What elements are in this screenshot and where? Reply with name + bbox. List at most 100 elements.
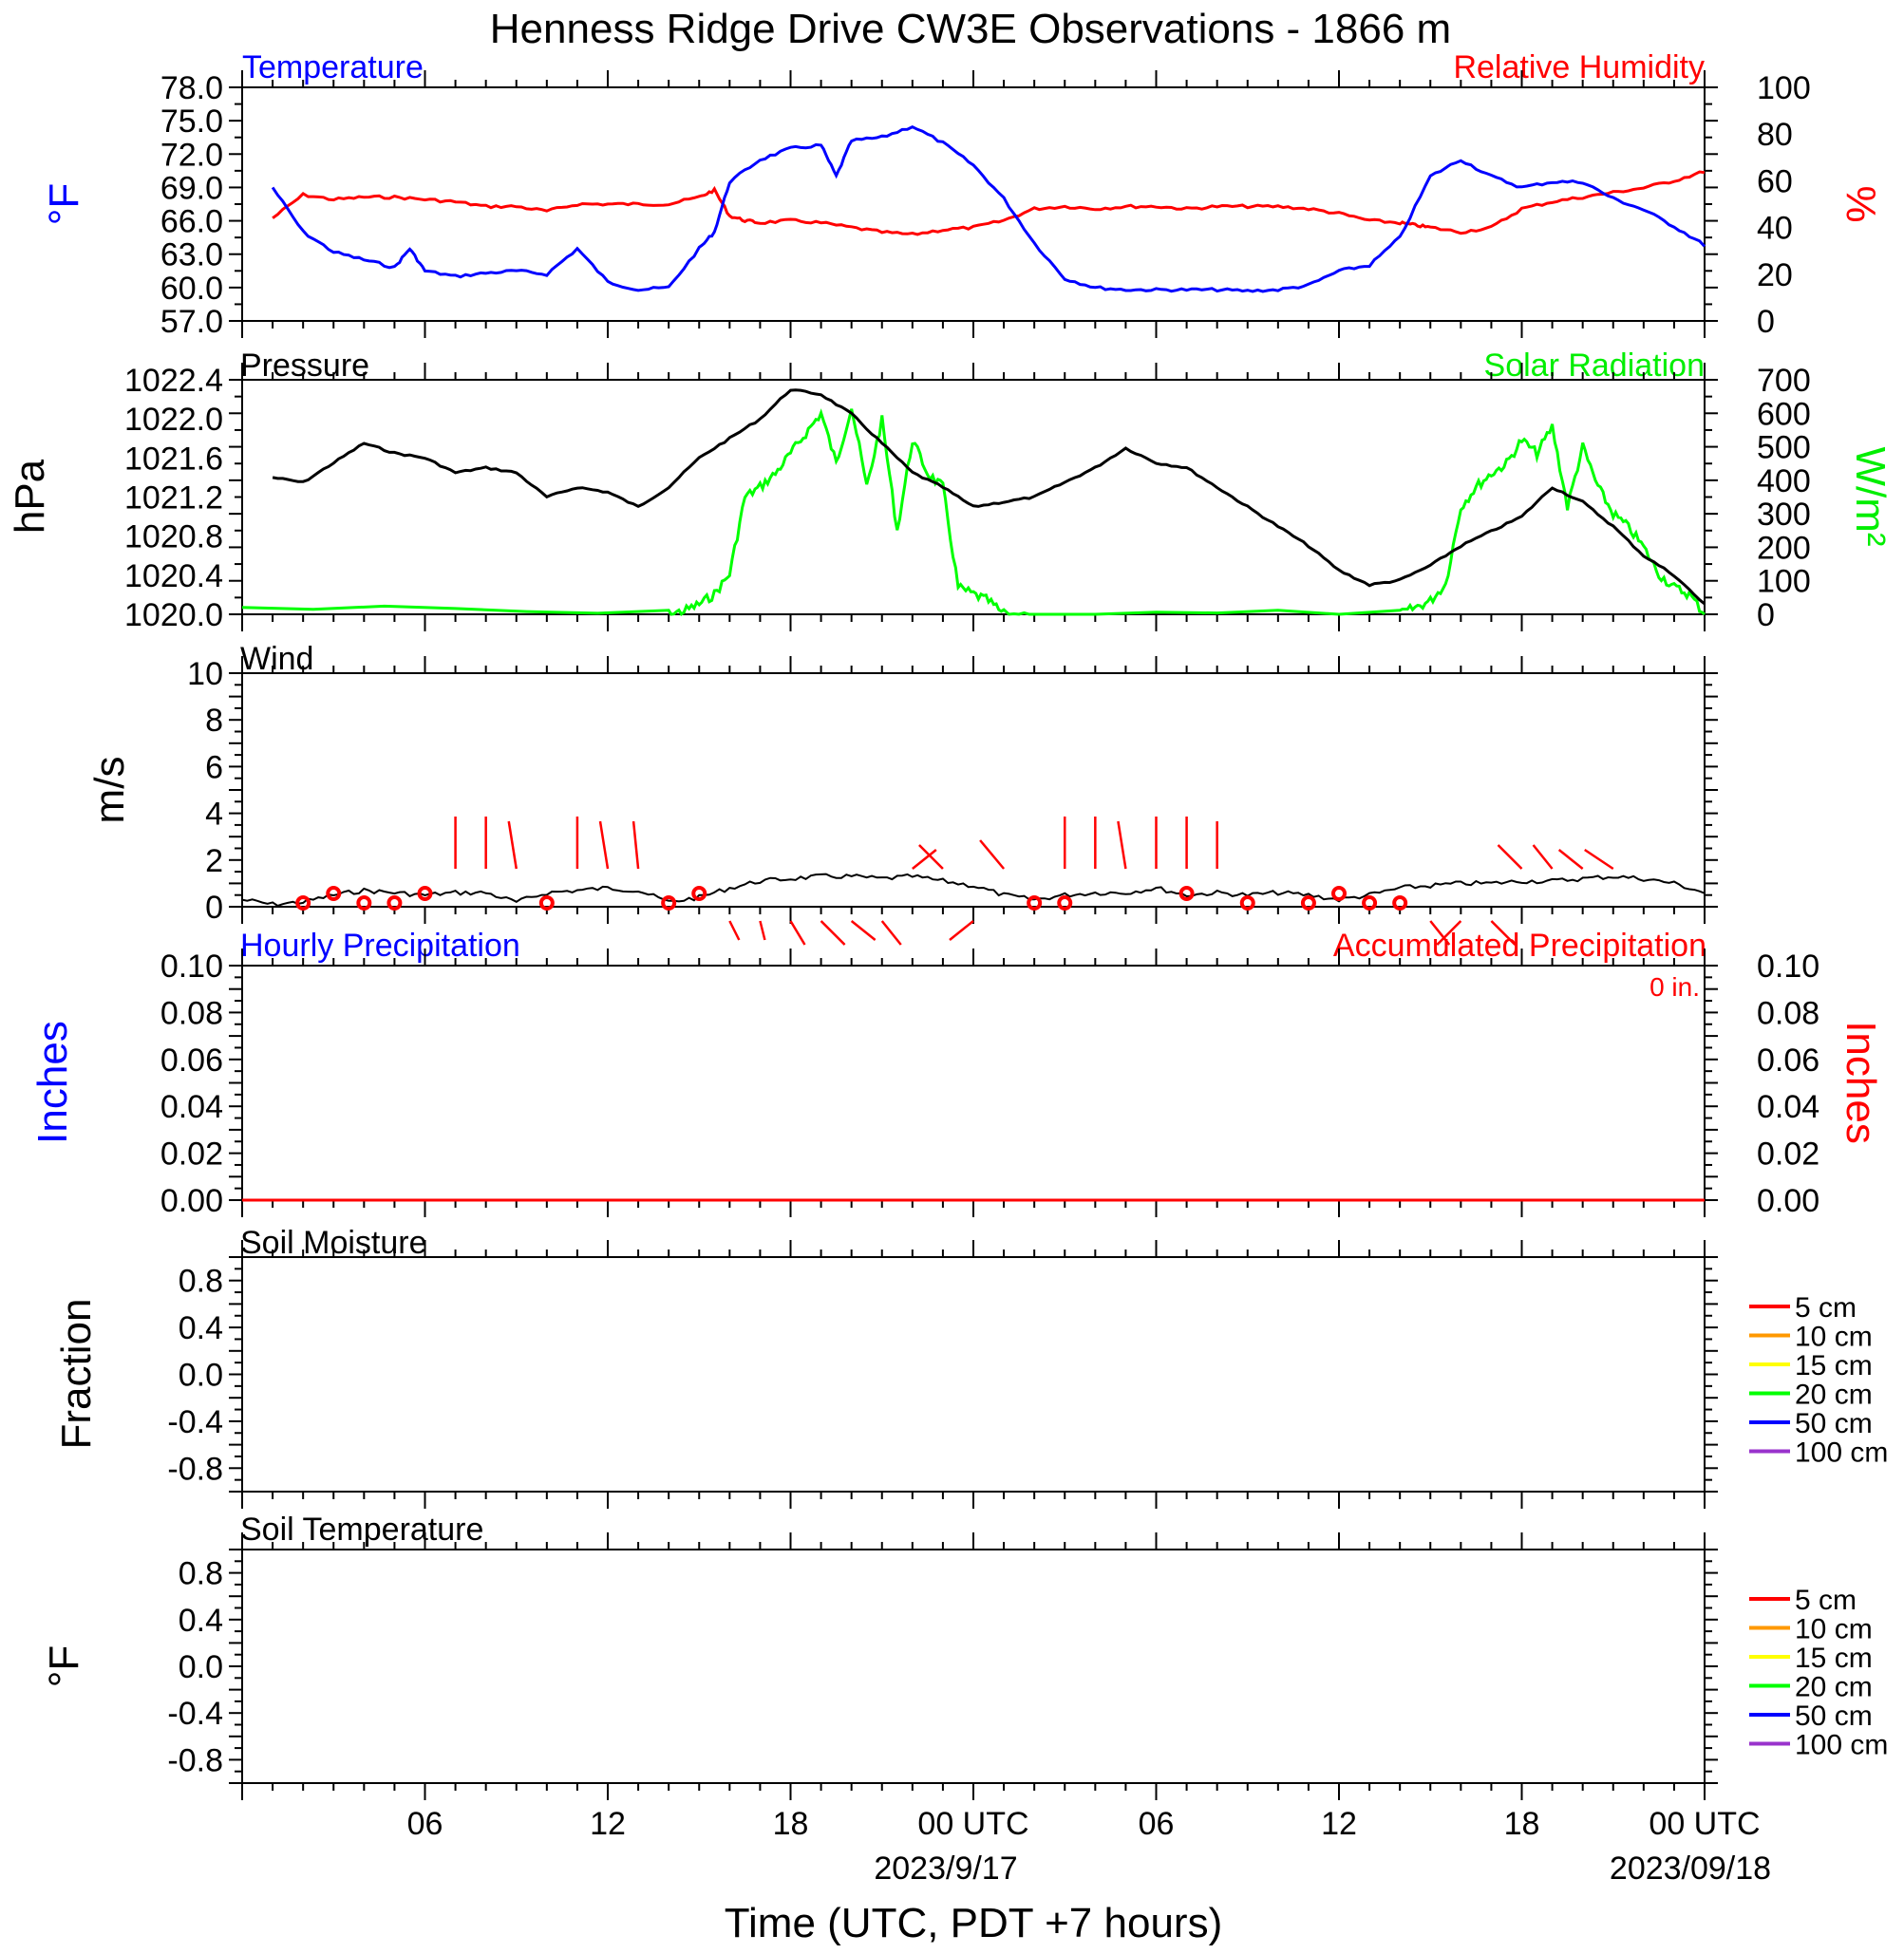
precip-left-unit: Inches xyxy=(29,1021,76,1144)
st-tick-4: -0.8 xyxy=(167,1742,223,1778)
wind-barb xyxy=(880,920,902,946)
calm-wind-marker xyxy=(326,886,342,901)
solar-tick-7: 0 xyxy=(1757,597,1775,633)
legend-label: 15 cm xyxy=(1795,1350,1873,1381)
legend-label: 5 cm xyxy=(1795,1585,1857,1616)
solar-tick-6: 100 xyxy=(1757,564,1811,600)
precip-panel: Hourly Precipitation Accumulated Precipi… xyxy=(29,928,1884,1219)
wind-barb xyxy=(820,920,846,946)
calm-wind-marker xyxy=(1057,895,1073,911)
legend-label: 10 cm xyxy=(1795,1322,1873,1353)
rh-tick-1: 80 xyxy=(1757,117,1793,153)
wind-barb xyxy=(1584,848,1614,871)
hourly-precip-title: Hourly Precipitation xyxy=(240,928,520,964)
wind-barb xyxy=(1557,849,1584,870)
wind-barb xyxy=(1429,920,1451,946)
wind-tick-4: 2 xyxy=(205,843,223,879)
pressure-tick-0: 1022.4 xyxy=(124,363,223,399)
calm-wind-marker xyxy=(661,895,677,911)
precip-plot-area xyxy=(241,965,1706,1201)
date-label-2: 2023/09/18 xyxy=(1610,1851,1771,1887)
accum-precip-total: 0 in. xyxy=(1650,972,1700,1002)
temp-rh-plot-area xyxy=(241,86,1706,322)
wind-barb xyxy=(598,820,610,870)
temp-tick-6: 60.0 xyxy=(160,271,223,307)
wind-tick-1: 8 xyxy=(205,703,223,739)
calm-wind-marker xyxy=(691,886,707,901)
humidity-line xyxy=(272,170,1706,236)
temperature-tick-labels: 78.075.072.069.066.063.060.057.0 xyxy=(160,70,223,340)
calm-wind-marker xyxy=(386,895,403,911)
precip-l-tick-5: 0.00 xyxy=(160,1183,223,1219)
sm-tick-3: -0.4 xyxy=(167,1404,223,1440)
wind-barb xyxy=(789,920,806,946)
wind-barb xyxy=(759,920,766,941)
rh-tick-5: 0 xyxy=(1757,304,1775,340)
calm-wind-marker xyxy=(1331,886,1347,901)
humidity-title: Relative Humidity xyxy=(1453,49,1705,85)
sm-tick-4: -0.8 xyxy=(167,1451,223,1487)
wind-barb xyxy=(728,920,741,941)
solar-title: Solar Radiation xyxy=(1484,348,1705,384)
humidity-tick-labels: 100 80 60 40 20 0 xyxy=(1757,70,1811,340)
wind-title: Wind xyxy=(240,641,313,677)
pressure-solar-panel: Pressure Solar Radiation hPa W/m² 1022.4… xyxy=(7,348,1894,633)
temp-tick-3: 69.0 xyxy=(160,170,223,206)
pressure-tick-1: 1022.0 xyxy=(124,402,223,438)
wind-barb xyxy=(850,920,877,941)
pressure-tick-labels: 1022.41022.01021.61021.21020.81020.41020… xyxy=(124,363,223,633)
precip-right-tick-labels: 0.10 0.08 0.06 0.04 0.02 0.00 xyxy=(1757,949,1819,1219)
precip-l-tick-2: 0.06 xyxy=(160,1043,223,1079)
soil-moisture-unit: Fraction xyxy=(53,1299,100,1450)
precip-l-tick-0: 0.10 xyxy=(160,949,223,985)
pressure-tick-3: 1021.2 xyxy=(124,480,223,517)
rh-tick-3: 40 xyxy=(1757,211,1793,247)
wind-tick-labels: 10 8 6 4 2 0 xyxy=(187,656,223,926)
wind-barb xyxy=(1436,920,1462,946)
sm-tick-2: 0.0 xyxy=(179,1358,223,1394)
soil-temp-tick-labels: 0.8 0.4 0.0 -0.4 -0.8 xyxy=(167,1556,223,1779)
legend-label: 20 cm xyxy=(1795,1672,1873,1703)
solar-tick-4: 300 xyxy=(1757,497,1811,533)
calm-wind-marker xyxy=(417,886,433,901)
time-axis-labels: 06 12 18 00 UTC 06 12 18 00 UTC xyxy=(407,1806,1761,1842)
wind-barb xyxy=(918,844,944,870)
time-tick-label-6: 18 xyxy=(1504,1806,1540,1842)
temp-rh-x-ticks xyxy=(229,70,1718,338)
legend-label: 15 cm xyxy=(1795,1643,1873,1674)
precip-r-tick-1: 0.08 xyxy=(1757,995,1819,1031)
legend-label: 50 cm xyxy=(1795,1700,1873,1732)
solar-tick-5: 200 xyxy=(1757,530,1811,566)
wind-x-ticks xyxy=(229,656,1718,924)
calm-wind-marker xyxy=(1362,895,1378,911)
sm-tick-0: 0.8 xyxy=(179,1264,223,1300)
solar-radiation-line xyxy=(241,408,1706,617)
wind-barb xyxy=(912,849,937,870)
figure-title: Henness Ridge Drive CW3E Observations - … xyxy=(490,6,1451,52)
wind-speed-line xyxy=(241,873,1706,908)
rh-tick-2: 60 xyxy=(1757,163,1793,199)
precip-x-ticks xyxy=(229,949,1718,1217)
pressure-tick-2: 1021.6 xyxy=(124,441,223,477)
precip-l-tick-3: 0.04 xyxy=(160,1089,223,1125)
humidity-unit: % xyxy=(1838,185,1884,222)
soil-moisture-plot-area xyxy=(241,1256,1706,1493)
temperature-unit: °F xyxy=(41,183,87,225)
soil-moisture-x-ticks xyxy=(229,1240,1718,1509)
accum-precip-title: Accumulated Precipitation xyxy=(1333,928,1706,964)
wind-barb xyxy=(1117,820,1127,870)
solar-tick-2: 500 xyxy=(1757,430,1811,466)
soil-moisture-tick-labels: 0.8 0.4 0.0 -0.4 -0.8 xyxy=(167,1264,223,1488)
calm-wind-marker xyxy=(1027,895,1043,911)
time-tick-label-0: 06 xyxy=(407,1806,443,1842)
x-axis-title: Time (UTC, PDT +7 hours) xyxy=(725,1900,1222,1946)
calm-wind-marker xyxy=(1239,895,1255,911)
calm-wind-marker xyxy=(1392,895,1408,911)
soil-temp-panel: Soil Temperature °F 0.8 0.4 0.0 -0.4 -0.8 5 … xyxy=(41,1512,1888,1800)
temp-tick-4: 66.0 xyxy=(160,204,223,240)
rh-tick-0: 100 xyxy=(1757,70,1811,106)
time-tick-label-4: 06 xyxy=(1139,1806,1175,1842)
soil-temp-x-ticks xyxy=(229,1532,1718,1800)
